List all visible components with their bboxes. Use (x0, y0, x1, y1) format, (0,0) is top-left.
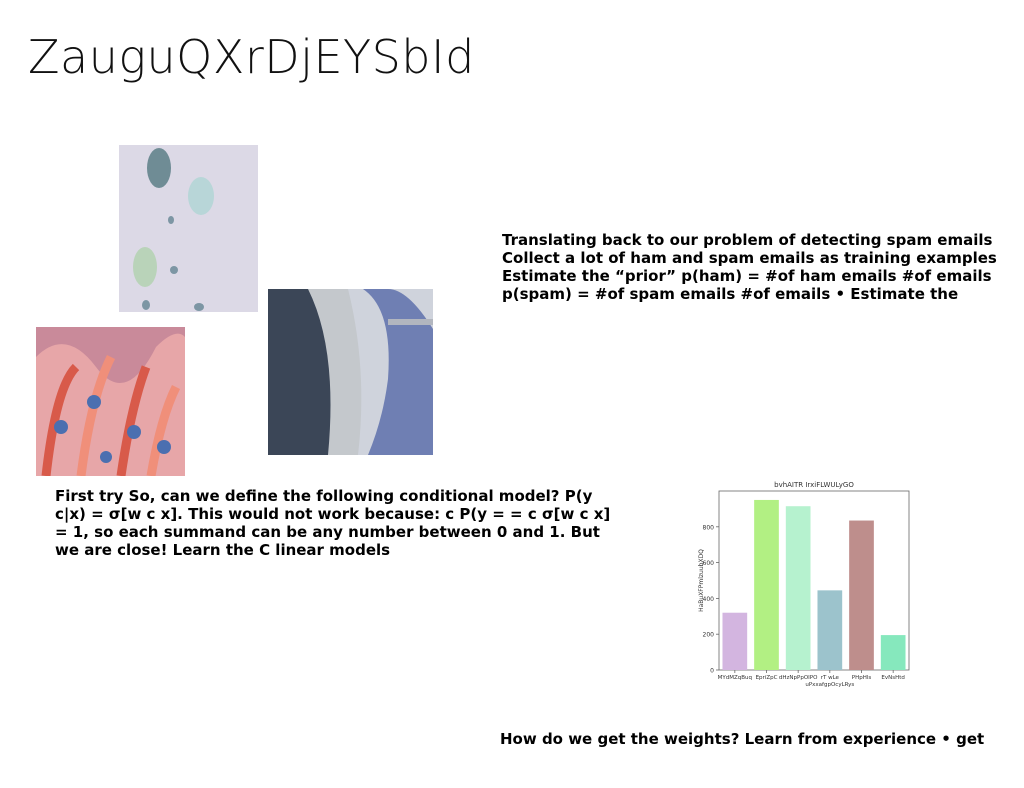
y-tick-label: 200 (703, 632, 715, 639)
x-tick-label: PHpHls (852, 675, 872, 681)
body-text-top: Translating back to our problem of detec… (502, 231, 1024, 303)
bar (722, 612, 748, 670)
x-tick-label: MYdMZqBuq (718, 675, 752, 681)
photo-coral (36, 327, 185, 476)
body-text-left: First try So, can we define the followin… (55, 487, 611, 559)
y-tick-label: 0 (710, 668, 714, 675)
bar-chart: bvhAITR IrxiFLWULyGO 0 200 400 600 800 HaBuXFP… (690, 476, 920, 696)
plot-frame (718, 490, 910, 671)
bar (849, 520, 874, 670)
slide-title: ZauguQXrDjEYSbId (28, 30, 475, 84)
y-tick-label: 800 (703, 524, 715, 531)
x-tick-label: uPxxafgpOcyLRys (805, 682, 854, 688)
x-tick-label: EvNsHtd (881, 675, 905, 681)
x-tick-label: rT wLe (821, 675, 840, 681)
body-text-top-line: p(spam) = #of spam emails #of emails • E… (502, 285, 959, 303)
photo-ornaments (119, 145, 258, 312)
x-tick-label: dHzNpPpOIPO (779, 675, 818, 681)
y-tick-label: 600 (703, 560, 715, 567)
bar (880, 635, 906, 670)
body-text-top-line: Collect a lot of ham and spam emails as … (502, 249, 997, 267)
body-text-top-line: Estimate the “prior” p(ham) = #of ham em… (502, 267, 992, 285)
bar (754, 499, 779, 670)
bar (817, 590, 843, 670)
y-axis-label: HaBuXFPmlzuubXDQ (698, 549, 705, 612)
y-tick-label: 400 (703, 596, 715, 603)
bar (785, 506, 811, 670)
body-text-bottom: How do we get the weights? Learn from ex… (500, 730, 985, 748)
x-tick-label: EpriZpC (756, 675, 778, 681)
chart-title: bvhAITR IrxiFLWULyGO (774, 481, 854, 489)
photo-figure (268, 289, 433, 455)
body-text-top-line: Translating back to our problem of detec… (502, 231, 993, 249)
